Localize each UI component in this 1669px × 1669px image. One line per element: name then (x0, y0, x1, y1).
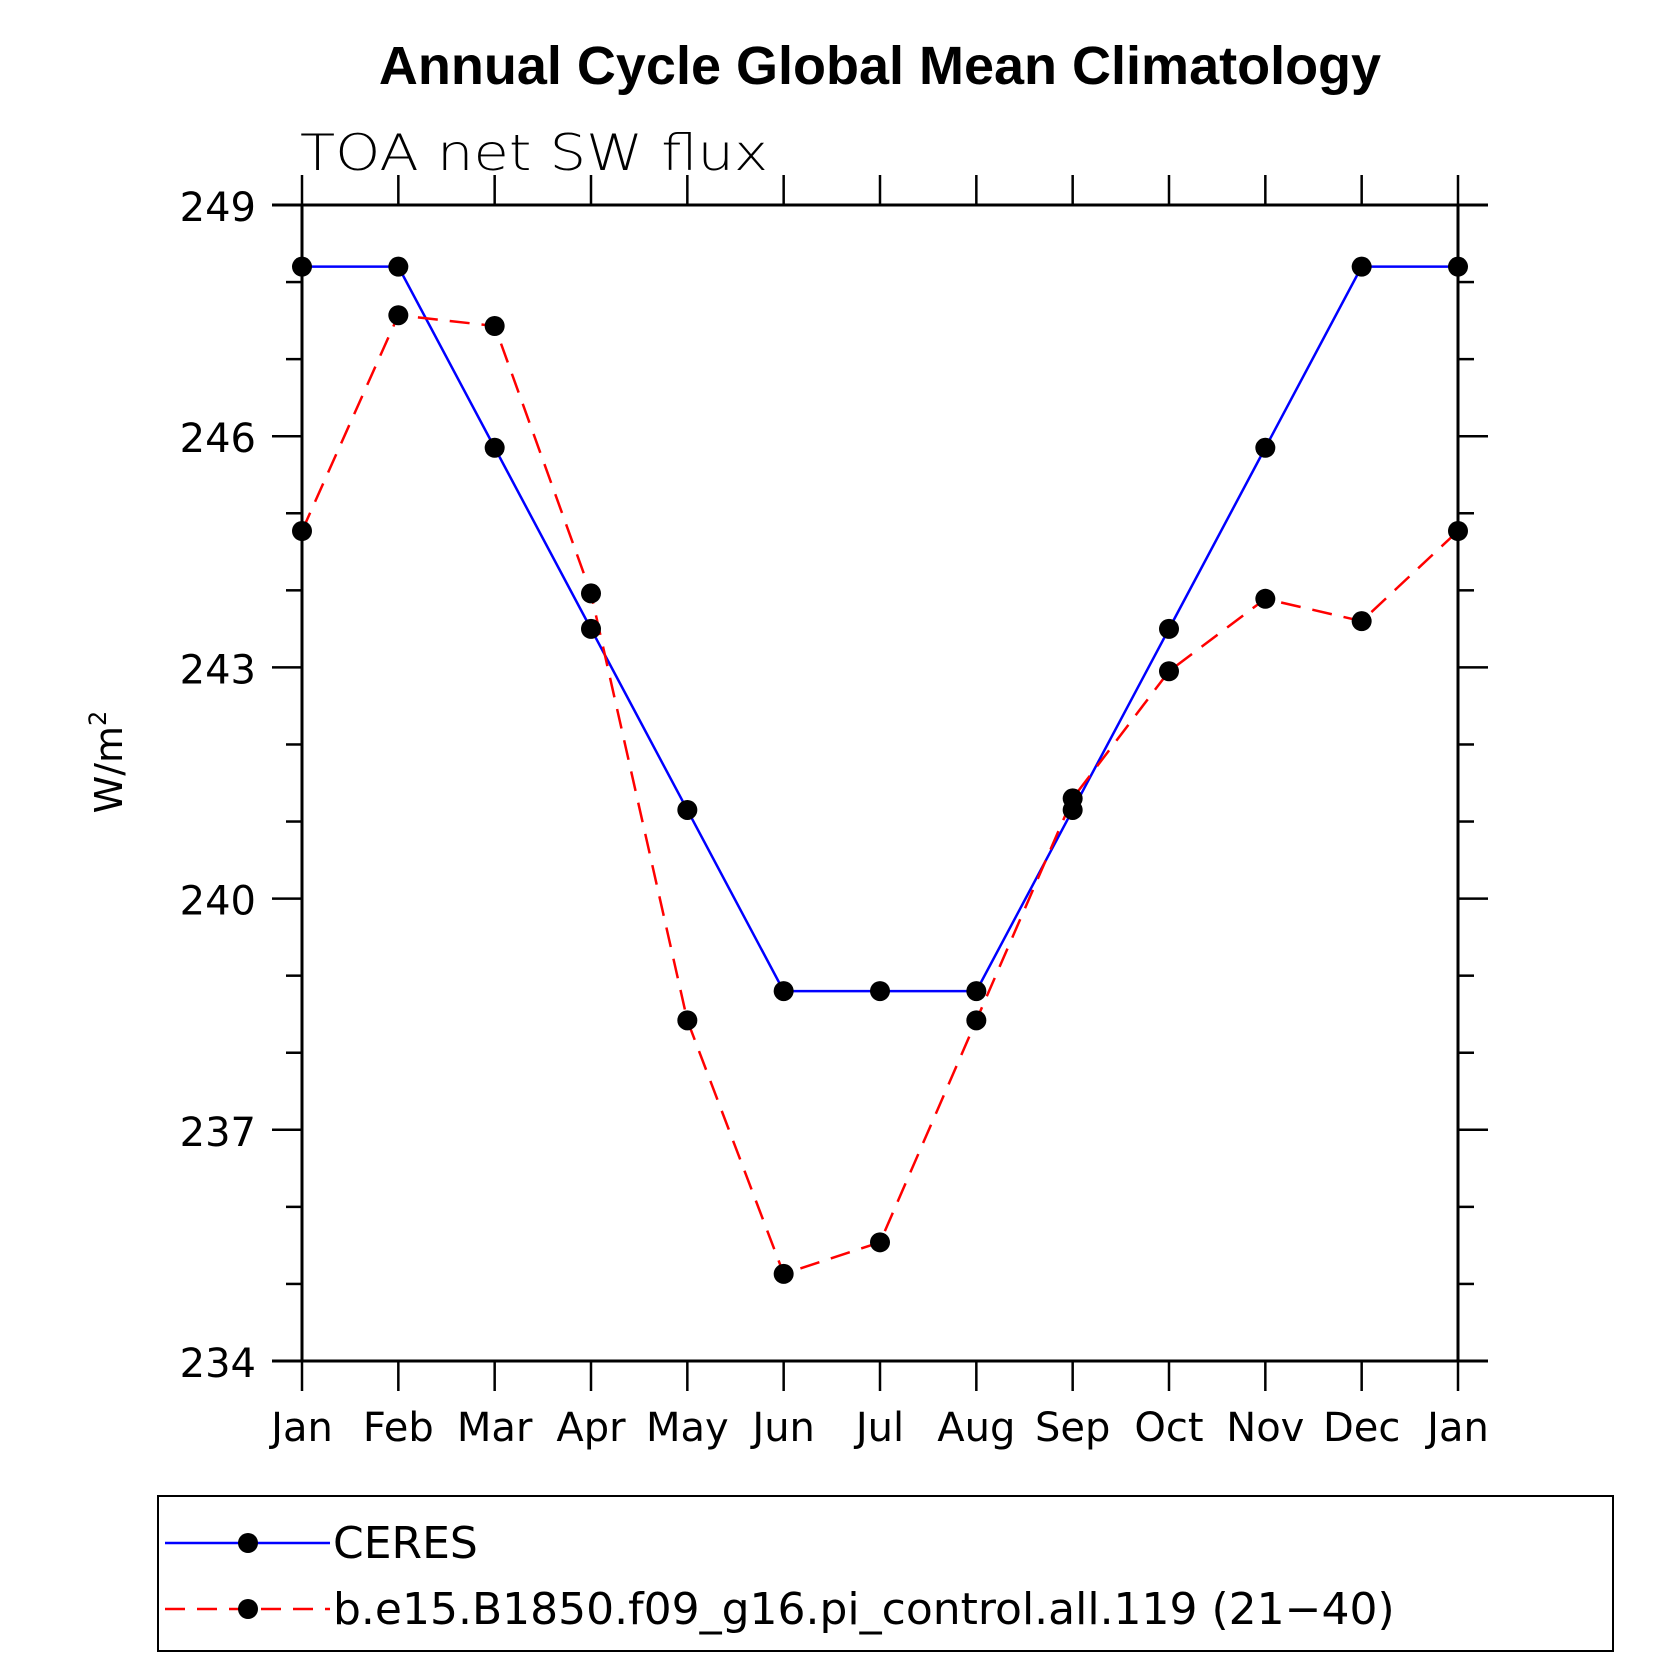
x-tick-label: May (646, 1405, 729, 1451)
y-tick-label: 240 (180, 879, 256, 925)
y-tick-label: 234 (180, 1341, 256, 1387)
legend: CERES b.e15.B1850.f09_g16.pi_control.all… (157, 1495, 1614, 1652)
x-tick-label: Oct (1134, 1405, 1203, 1451)
x-tick-label: Feb (363, 1405, 434, 1451)
data-point (1351, 611, 1372, 632)
y-axis-label-text: W/m (87, 726, 131, 813)
y-tick-label: 249 (180, 185, 256, 231)
data-point (292, 520, 312, 541)
y-tick-label: 243 (180, 647, 256, 693)
legend-marker-model (238, 1599, 258, 1619)
legend-box (157, 1495, 1614, 1652)
series-group (292, 256, 1468, 1284)
data-point (870, 1232, 890, 1253)
y-tick-labels: 249 246 243 240 237 234 (180, 185, 256, 1387)
y-axis-label: W/m2 (84, 711, 131, 814)
y-tick-label: 246 (180, 416, 256, 462)
x-tick-label: Jan (268, 1405, 333, 1451)
y-tick-label: 237 (180, 1110, 256, 1156)
x-tick-label: Jun (749, 1405, 815, 1451)
data-point (484, 437, 505, 458)
data-point (388, 256, 409, 277)
data-point (1159, 618, 1179, 639)
data-point (1351, 256, 1372, 277)
legend-label-model: b.e15.B1850.f09_g16.pi_control.all.119 (… (333, 1584, 1395, 1635)
data-point (1448, 520, 1468, 541)
data-point (484, 315, 505, 336)
data-point (1255, 588, 1276, 609)
data-point (292, 256, 312, 277)
x-tick-label: Apr (556, 1405, 626, 1451)
x-tick-label: Aug (937, 1405, 1015, 1451)
series-line (300, 313, 1459, 1276)
plot-frame (272, 203, 1488, 1363)
x-tick-label: Nov (1226, 1405, 1304, 1451)
legend-label-ceres: CERES (333, 1518, 478, 1569)
data-point (1255, 437, 1276, 458)
x-tick-label: Mar (457, 1405, 533, 1451)
x-tick-label: Jul (853, 1405, 904, 1451)
data-point (677, 799, 698, 820)
data-point (581, 583, 601, 604)
axis-ticks (272, 175, 1488, 1391)
data-point (1448, 256, 1468, 277)
data-point (581, 618, 601, 639)
data-point (966, 1010, 987, 1031)
y-axis-label-superscript: 2 (84, 711, 112, 726)
x-tick-label: Dec (1323, 1405, 1400, 1451)
data-point (677, 1010, 698, 1031)
data-point (773, 1263, 794, 1284)
chart-title: Annual Cycle Global Mean Climatology (379, 36, 1381, 96)
data-point (1062, 788, 1083, 809)
series-line (302, 265, 1458, 993)
x-tick-label: Sep (1035, 1405, 1110, 1451)
data-point (1159, 661, 1179, 682)
x-tick-label: Jan (1424, 1405, 1489, 1451)
x-tick-labels: Jan Feb Mar Apr May Jun Jul Aug Sep Oct Nov Dec Jan (268, 1405, 1489, 1451)
data-point (966, 981, 987, 1002)
data-point (388, 305, 409, 326)
chart-subtitle: TOA net SW flux (300, 124, 768, 182)
data-point (870, 981, 890, 1002)
data-point (773, 981, 794, 1002)
legend-marker-ceres (238, 1533, 258, 1553)
